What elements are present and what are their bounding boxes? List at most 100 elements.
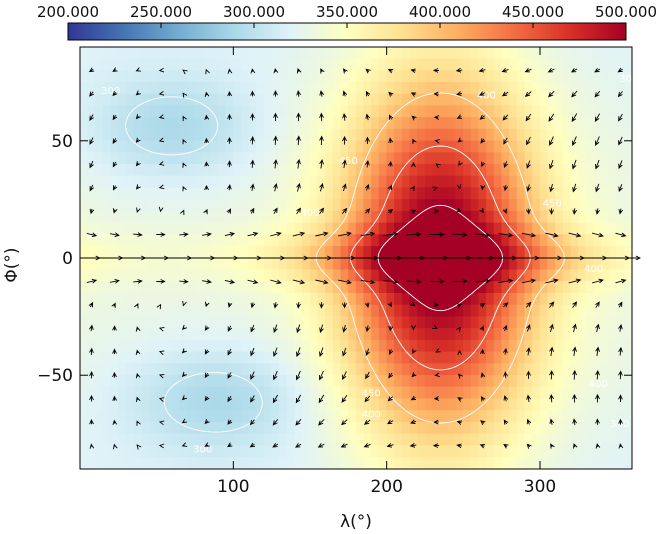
- heatmap-cell: [601, 281, 610, 294]
- heatmap-cell: [539, 457, 548, 469]
- heatmap-cell: [409, 117, 418, 130]
- heatmap-cell: [325, 246, 334, 259]
- heatmap-cell: [463, 140, 472, 153]
- heatmap-cell: [501, 58, 510, 71]
- heatmap-cell: [593, 281, 602, 294]
- heatmap-cell: [501, 269, 510, 282]
- heatmap-cell: [509, 164, 518, 177]
- heatmap-cell: [271, 269, 280, 282]
- heatmap-cell: [179, 398, 188, 411]
- heatmap-cell: [524, 58, 533, 71]
- heatmap-cell: [279, 304, 288, 317]
- heatmap-cell: [148, 398, 157, 411]
- heatmap-cell: [133, 210, 142, 224]
- heatmap-cell: [424, 421, 433, 435]
- heatmap-cell: [386, 457, 395, 469]
- heatmap-cell: [486, 316, 495, 329]
- heatmap-cell: [570, 128, 579, 141]
- heatmap-cell: [325, 70, 334, 83]
- heatmap-cell: [470, 328, 479, 341]
- wind-arrow: [342, 347, 347, 357]
- heatmap-cell: [624, 47, 632, 59]
- heatmap-cell: [394, 375, 403, 388]
- heatmap-cell: [309, 70, 318, 83]
- heatmap-cell: [302, 93, 311, 106]
- heatmap-cell: [317, 328, 326, 341]
- heatmap-cell: [279, 445, 288, 458]
- heatmap-cell: [248, 117, 257, 130]
- heatmap-cell: [547, 257, 556, 270]
- wind-arrow: [456, 207, 462, 213]
- heatmap-cell: [624, 70, 632, 83]
- heatmap-cell: [348, 351, 357, 364]
- heatmap-cell: [501, 70, 510, 83]
- heatmap-cell: [141, 152, 150, 165]
- heatmap-cell: [447, 375, 456, 388]
- heatmap-cell: [386, 363, 395, 376]
- wind-arrow: [365, 208, 371, 214]
- wind-arrow: [250, 68, 256, 74]
- heatmap-cell: [286, 257, 295, 270]
- heatmap-cell: [279, 187, 288, 200]
- heatmap-cell: [217, 246, 226, 259]
- heatmap-cell: [516, 47, 525, 59]
- heatmap-cell: [417, 81, 426, 95]
- heatmap-cell: [340, 457, 349, 469]
- heatmap-cell: [386, 433, 395, 446]
- heatmap-cell: [95, 386, 104, 399]
- wind-arrow: [456, 420, 463, 425]
- heatmap-cell: [332, 351, 341, 364]
- heatmap-cell: [524, 398, 533, 411]
- heatmap-cell: [363, 175, 372, 188]
- wind-arrow: [455, 326, 461, 332]
- heatmap-cell: [539, 257, 548, 270]
- heatmap-cell: [578, 164, 587, 177]
- heatmap-cell: [417, 47, 426, 59]
- heatmap-cell: [317, 93, 326, 106]
- heatmap-cell: [225, 47, 234, 59]
- heatmap-cell: [401, 328, 410, 341]
- heatmap-cell: [547, 152, 556, 165]
- heatmap-cell: [87, 363, 96, 376]
- heatmap-cell: [378, 457, 387, 469]
- heatmap-cell: [570, 292, 579, 306]
- heatmap-cell: [593, 199, 602, 212]
- heatmap-cell: [532, 281, 541, 294]
- heatmap-cell: [240, 433, 249, 446]
- heatmap-cell: [616, 304, 625, 317]
- heatmap-cell: [509, 421, 518, 435]
- heatmap-cell: [371, 457, 380, 469]
- heatmap-cell: [210, 187, 219, 200]
- heatmap-cell: [102, 410, 111, 423]
- heatmap-cell: [194, 304, 203, 317]
- heatmap-cell: [616, 199, 625, 212]
- heatmap-cell: [148, 292, 157, 306]
- heatmap-cell: [340, 199, 349, 212]
- heatmap-cell: [210, 58, 219, 71]
- wind-arrow: [319, 370, 324, 381]
- heatmap-cell: [325, 445, 334, 458]
- heatmap-cell: [585, 363, 594, 376]
- heatmap-cell: [578, 246, 587, 259]
- wind-arrow: [227, 136, 232, 144]
- heatmap-cell: [432, 47, 441, 59]
- heatmap-cell: [578, 304, 587, 317]
- heatmap-cell: [202, 339, 211, 352]
- heatmap-cell: [279, 58, 288, 71]
- heatmap-cell: [463, 117, 472, 130]
- heatmap-cell: [95, 445, 104, 458]
- heatmap-cell: [179, 222, 188, 235]
- heatmap-cell: [532, 457, 541, 469]
- heatmap-cell: [578, 421, 587, 435]
- heatmap-cell: [593, 222, 602, 235]
- heatmap-cell: [294, 304, 303, 317]
- heatmap-cell: [240, 292, 249, 306]
- heatmap-cell: [417, 246, 426, 259]
- wind-arrow: [295, 419, 302, 426]
- heatmap-cell: [233, 445, 242, 458]
- heatmap-cell: [194, 140, 203, 153]
- wind-arrow: [364, 183, 370, 191]
- heatmap-cell: [210, 328, 219, 341]
- heatmap-cell: [363, 269, 372, 282]
- wind-arrow: [204, 442, 210, 447]
